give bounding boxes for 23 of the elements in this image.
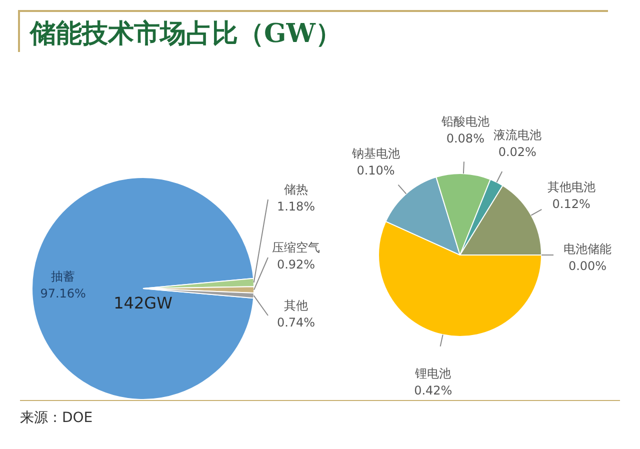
slice-label: 铅酸电池 bbox=[440, 114, 490, 129]
data-label: 97.16% bbox=[40, 286, 86, 300]
text: 142GW bbox=[114, 294, 172, 312]
slice-label: 其他电池 bbox=[547, 180, 596, 194]
legend-label: 电池储能 bbox=[564, 242, 612, 256]
slice-label: 液流电池 bbox=[493, 128, 542, 142]
slice-label: 压缩空气 bbox=[272, 240, 320, 254]
data-label: 0.92% bbox=[276, 258, 316, 272]
slice-label: 其他 bbox=[284, 298, 308, 312]
data-label: 0.42% bbox=[414, 384, 452, 398]
data-label: 0.08% bbox=[446, 132, 484, 146]
chart-title: 储能技术市场占比（GW） bbox=[30, 18, 342, 51]
source-note: 来源：DOE bbox=[20, 409, 94, 427]
slice-label: 钠基电池 bbox=[350, 146, 400, 160]
data-label: 0.10% bbox=[356, 163, 395, 178]
data-label: 0.02% bbox=[498, 145, 536, 160]
slice-label: 储热 bbox=[284, 182, 308, 196]
slice-label: 抽蓄 bbox=[51, 270, 76, 284]
data-label: 0.12% bbox=[552, 196, 590, 211]
data-label: 0.74% bbox=[276, 316, 316, 330]
text: 0.00% bbox=[568, 259, 607, 273]
data-label: 1.18% bbox=[276, 200, 316, 214]
slice-label: 锂电池 bbox=[414, 366, 452, 381]
